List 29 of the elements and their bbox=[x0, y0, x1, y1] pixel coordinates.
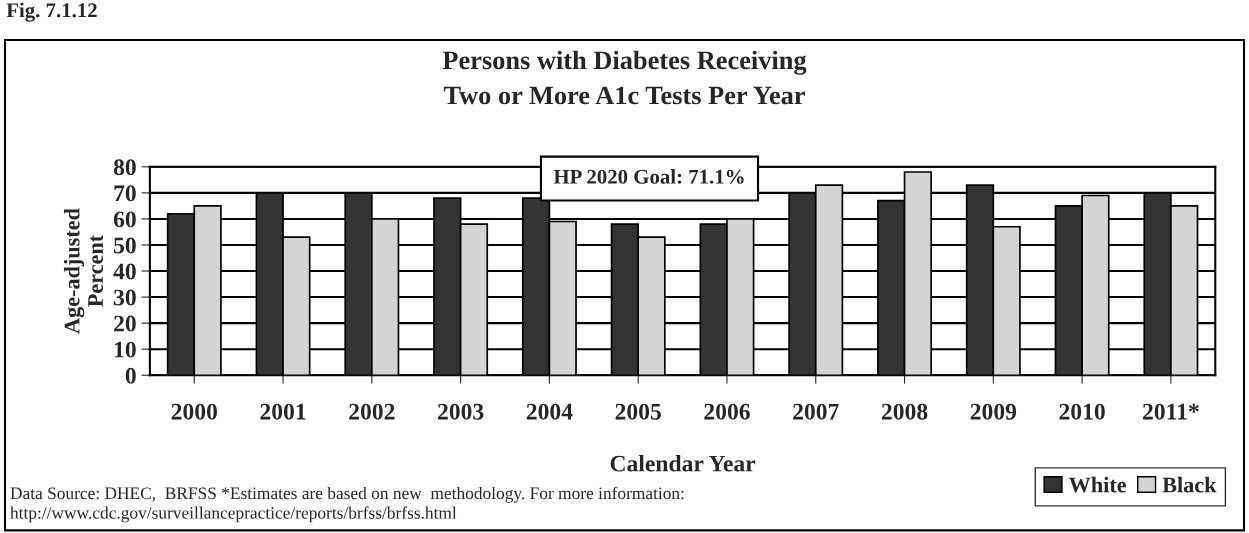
y-tick-label: 0 bbox=[125, 367, 136, 384]
y-tick-label: 50 bbox=[114, 237, 136, 254]
y-tick-label: 40 bbox=[113, 263, 136, 280]
y-tick-label: 30 bbox=[113, 289, 136, 306]
legend-label: White bbox=[1068, 476, 1127, 493]
x-tick-label: 2000 bbox=[171, 403, 217, 420]
x-tick-label: 2004 bbox=[526, 403, 573, 420]
y-tick-label: 60 bbox=[113, 211, 136, 228]
x-tick-label: 2010 bbox=[1059, 403, 1105, 420]
x-tick-label: 2003 bbox=[438, 403, 484, 420]
x-axis-title: Calendar Year bbox=[610, 454, 756, 472]
x-tick-label: 2008 bbox=[881, 403, 928, 420]
chart-title: Persons with Diabetes Receiving Two or More A1c Tests Per Year bbox=[442, 50, 807, 105]
x-tick-label: 2001 bbox=[260, 403, 306, 420]
source-note: Data Source: DHEC, BRFSS *Estimates are based on new methodology. For more information: http://www.cdc.gov/surveillancepractice/reports/brfss/brfss.html bbox=[10, 486, 684, 523]
x-tick-label: 2007 bbox=[793, 403, 839, 420]
caption: Fig. 7.1.12 bbox=[6, 2, 97, 22]
x-tick-label: 2006 bbox=[704, 403, 750, 420]
y-tick-label: 80 bbox=[113, 159, 136, 176]
y-tick-label: 10 bbox=[114, 341, 136, 358]
y-tick-label: 20 bbox=[114, 315, 136, 332]
y-tick-label: 70 bbox=[114, 185, 136, 202]
x-tick-label: 2009 bbox=[970, 403, 1017, 420]
x-tick-label: 2002 bbox=[349, 403, 395, 420]
y-axis-title: Age-adjusted Percent bbox=[63, 208, 104, 334]
legend-label: Black bbox=[1162, 476, 1217, 493]
x-tick-label: 2011* bbox=[1143, 403, 1199, 420]
x-tick-label: 2005 bbox=[615, 403, 661, 420]
annotation: HP 2020 Goal: 71.1% bbox=[553, 169, 744, 184]
